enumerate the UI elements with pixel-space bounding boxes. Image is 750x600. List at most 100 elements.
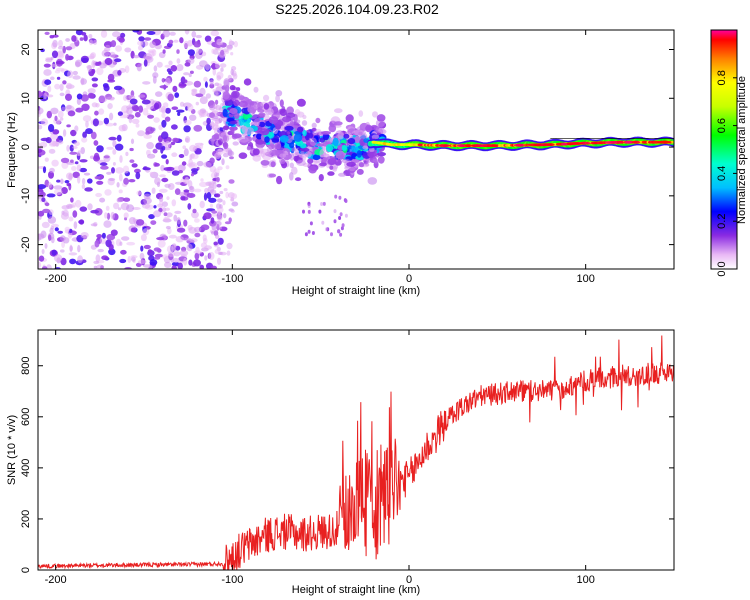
spectrogram-cell: [208, 252, 215, 260]
spectrogram-cell: [119, 258, 127, 264]
spectrogram-cell: [223, 188, 228, 192]
spectrogram-cell: [216, 38, 223, 46]
spectrogram-cell: [112, 162, 116, 166]
spectrogram-cell: [161, 78, 166, 83]
spectrogram-cell: [293, 155, 299, 162]
spectrogram-cell: [165, 107, 171, 114]
spectrogram-cell: [168, 70, 173, 75]
spectrogram-cell: [211, 224, 217, 231]
spectrogram-cell: [181, 161, 187, 166]
spectrogram-cell: [171, 265, 177, 269]
spectrogram-cell: [38, 210, 45, 217]
spectrogram-cell: [320, 202, 324, 206]
spectrogram-cell: [176, 217, 181, 225]
spectrogram-cell: [377, 155, 385, 164]
spectrogram-cell: [295, 177, 302, 182]
spectrogram-cell: [146, 31, 156, 35]
spectrogram-cell: [353, 129, 364, 136]
spectrogram-cell: [72, 210, 78, 218]
spectrogram-cell: [279, 135, 289, 143]
spectrogram-cell: [209, 157, 215, 164]
spectrogram-cell: [48, 124, 55, 132]
spectrogram-cell: [173, 166, 182, 172]
x-tick-label: -100: [221, 273, 243, 285]
spectrogram-cell: [228, 217, 232, 223]
spectrogram-cell: [210, 217, 215, 224]
spectrogram-cell: [55, 138, 60, 142]
spectrogram-cell: [161, 177, 169, 183]
spectrogram-cell: [72, 70, 79, 76]
spectrogram-y-label: Frequency (Hz): [6, 112, 18, 188]
spectrogram-cell: [229, 39, 233, 45]
spectrogram-cell: [99, 62, 107, 69]
spectrogram-cell: [193, 80, 202, 88]
spectrogram-cell: [98, 95, 108, 103]
spectrogram-cell: [161, 145, 166, 151]
spectrogram-cell: [164, 207, 170, 211]
spectrogram-cell: [129, 159, 135, 163]
spectrogram-cell: [110, 211, 115, 220]
spectrogram-cell: [302, 209, 305, 214]
spectrogram-cell: [48, 148, 56, 154]
spectrogram-cell: [189, 153, 199, 160]
spectrogram-cell: [209, 122, 216, 127]
spectrogram-cell: [87, 65, 92, 72]
spectrogram-cell: [631, 140, 641, 144]
spectrogram-cell: [187, 203, 192, 210]
spectrogram-cell: [104, 57, 113, 66]
spectrogram-cell: [216, 148, 224, 156]
spectrogram-cell: [153, 65, 158, 72]
spectrogram-cell: [161, 131, 169, 140]
spectrogram-cell: [176, 109, 185, 113]
spectrogram-cell: [119, 241, 123, 246]
snr-frame: [37, 329, 675, 571]
spectrogram-cell: [110, 40, 117, 48]
spectrogram-cell: [243, 78, 252, 86]
spectrogram-cell: [177, 112, 181, 116]
spectrogram-cell: [123, 212, 129, 219]
spectrogram-cell: [40, 230, 47, 239]
spectrogram-cell: [183, 40, 189, 49]
spectrogram-cell: [53, 254, 63, 263]
spectrogram-cell: [225, 165, 230, 170]
spectrogram-cell: [70, 129, 77, 137]
spectrogram-cell: [204, 81, 208, 88]
spectrogram-cell: [296, 160, 306, 166]
spectrogram-cell: [89, 53, 95, 60]
spectrogram-cell: [260, 159, 270, 166]
spectrogram-cell: [43, 92, 47, 100]
spectrogram-cell: [289, 152, 295, 161]
spectrogram-cell: [145, 126, 155, 134]
spectrogram-cell: [92, 118, 99, 127]
spectrogram-cell: [372, 111, 378, 118]
spectrogram-cell: [367, 177, 378, 185]
spectrogram-cell: [173, 251, 181, 257]
spectrogram-cell: [143, 244, 151, 250]
spectrogram-cell: [109, 51, 116, 58]
snr-x-label: Height of straight line (km): [292, 584, 420, 596]
spectrogram-cell: [219, 63, 227, 68]
spectrogram-cell: [87, 92, 95, 99]
spectrogram-cell: [105, 205, 110, 211]
spectrogram-cell: [99, 237, 107, 245]
snr-panel: -200 -100 0 100 0 200 400 600 800 Height of str…: [6, 329, 675, 596]
spectrogram-cell: [94, 240, 100, 248]
spectrogram-x-label: Height of straight line (km): [292, 285, 420, 297]
spectrogram-cell: [118, 37, 125, 43]
spectrogram-cell: [213, 128, 221, 135]
spectrogram-cell: [124, 47, 132, 53]
spectrogram-cell: [75, 30, 83, 36]
spectrogram-cell: [138, 94, 146, 98]
spectrogram-cell: [91, 77, 99, 82]
spectrogram-cell: [142, 228, 150, 236]
spectrogram-cell: [162, 254, 169, 260]
spectrogram-cell: [126, 241, 136, 246]
spectrogram-cell: [171, 106, 179, 110]
spectrogram-cell: [291, 166, 298, 175]
spectrogram-cell: [364, 162, 370, 167]
spectrogram-cell: [186, 243, 193, 252]
spectrogram-cell: [124, 65, 130, 74]
spectrogram-cell: [213, 90, 219, 97]
spectrogram-cell: [157, 239, 166, 248]
spectrogram-cell: [200, 224, 210, 231]
